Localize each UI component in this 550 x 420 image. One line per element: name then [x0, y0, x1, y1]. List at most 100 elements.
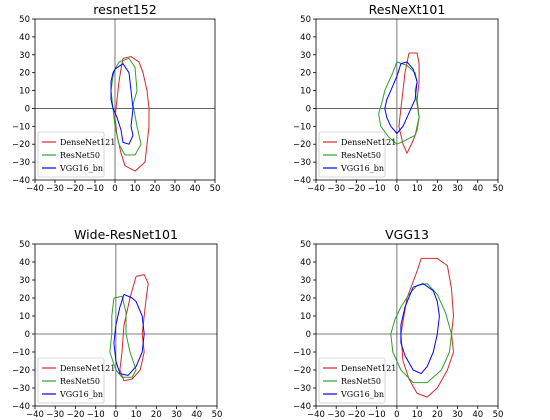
x-tick-label: 20 [432, 410, 443, 420]
y-tick-label: 10 [300, 312, 311, 322]
y-tick-label: −40 [293, 402, 311, 412]
chart-panel-3: VGG13−40 −30 −20 −10 0 10 20 30 40 50−40−30−20−10… [293, 227, 503, 420]
chart-panel-2: Wide-ResNet101−40 −30 −20 −10 0 10 20 30 40 50−40… [12, 227, 222, 420]
legend-label: VGG16_bn [59, 164, 103, 173]
series-line-ResNet50 [390, 283, 452, 384]
y-tick-label: −10 [12, 348, 30, 358]
x-tick-label: −40 [26, 184, 44, 194]
chart-title: VGG13 [385, 227, 429, 242]
legend-label: DenseNet121 [341, 364, 396, 373]
legend-box [37, 357, 105, 404]
legend-label: ResNet50 [60, 377, 100, 386]
x-tick-label: 50 [493, 410, 504, 420]
y-tick-label: 0 [306, 104, 311, 114]
series-line-VGG16_bn [110, 63, 134, 145]
y-tick-label: 20 [19, 69, 30, 79]
y-tick-label: −30 [293, 384, 311, 394]
x-tick-label: −40 [307, 184, 325, 194]
x-tick-label: −20 [347, 184, 365, 194]
x-tick-label: −40 [307, 410, 325, 420]
series-line-DenseNet121 [119, 274, 149, 382]
x-tick-label: 20 [432, 184, 443, 194]
x-tick-label: 0 [394, 410, 399, 420]
x-tick-label: 10 [130, 184, 141, 194]
chart-title: ResNeXt101 [369, 2, 446, 17]
y-tick-label: −20 [12, 140, 30, 150]
y-tick-label: 40 [300, 258, 311, 268]
legend: DenseNet121 ResNet50 VGG16_bn [318, 131, 396, 178]
series-line-VGG16_bn [400, 283, 440, 375]
y-tick-label: 30 [300, 276, 311, 286]
y-tick-label: 10 [300, 87, 311, 97]
legend-label: VGG16_bn [59, 390, 103, 399]
x-tick-label: −30 [46, 410, 64, 420]
y-tick-label: −20 [293, 140, 311, 150]
chart-title: Wide-ResNet101 [74, 227, 178, 242]
y-tick-label: 50 [300, 240, 311, 250]
y-tick-label: 0 [25, 104, 30, 114]
y-tick-label: 0 [306, 330, 311, 340]
series-line-DenseNet121 [398, 52, 420, 154]
y-tick-label: −20 [293, 366, 311, 376]
x-tick-label: −30 [327, 184, 345, 194]
x-tick-label: 20 [151, 410, 162, 420]
x-tick-label: 40 [472, 410, 483, 420]
x-tick-label: −10 [86, 184, 104, 194]
x-tick-label: −40 [26, 410, 44, 420]
y-tick-label: −30 [12, 384, 30, 394]
series-line-VGG16_bn [384, 61, 418, 134]
x-tick-label: 0 [112, 184, 117, 194]
x-tick-label: 30 [452, 184, 463, 194]
legend: DenseNet121 ResNet50 VGG16_bn [318, 357, 396, 404]
series-line-DenseNet121 [114, 56, 150, 172]
x-tick-label: 40 [191, 410, 202, 420]
x-tick-label: −20 [66, 184, 84, 194]
legend-box [37, 131, 105, 178]
x-tick-label: 10 [412, 184, 423, 194]
y-tick-label: 40 [19, 33, 30, 43]
legend-box [318, 357, 386, 404]
series-line-ResNet50 [110, 57, 142, 156]
y-tick-label: 10 [19, 312, 30, 322]
x-tick-label: −10 [368, 184, 386, 194]
legend-label: ResNet50 [341, 377, 381, 386]
legend-label: ResNet50 [341, 151, 381, 160]
legend: DenseNet121 ResNet50 VGG16_bn [37, 357, 115, 404]
y-tick-label: 50 [19, 15, 30, 25]
y-tick-label: −10 [12, 122, 30, 132]
x-tick-label: 50 [212, 410, 223, 420]
y-tick-label: −20 [12, 366, 30, 376]
axes-frame [34, 243, 218, 407]
x-tick-label: −20 [66, 410, 84, 420]
y-tick-label: −40 [12, 176, 30, 186]
legend-label: DenseNet121 [60, 138, 115, 147]
x-tick-label: −30 [327, 410, 345, 420]
x-tick-label: 20 [150, 184, 161, 194]
y-tick-label: −10 [293, 122, 311, 132]
chart-title: resnet152 [93, 2, 156, 17]
series-line-ResNet50 [109, 295, 137, 378]
x-tick-label: 50 [210, 184, 221, 194]
y-tick-label: −10 [293, 348, 311, 358]
x-tick-label: 40 [190, 184, 201, 194]
y-tick-label: 50 [300, 15, 311, 25]
chart-panel-1: ResNeXt101−40 −30 −20 −10 0 10 20 30 40 50−40−30−… [293, 2, 503, 194]
legend-label: DenseNet121 [341, 138, 396, 147]
y-tick-label: −40 [293, 176, 311, 186]
y-tick-label: 10 [19, 87, 30, 97]
x-tick-label: 30 [171, 410, 182, 420]
y-tick-label: −30 [12, 158, 30, 168]
x-tick-label: 10 [131, 410, 142, 420]
x-tick-label: 40 [472, 184, 483, 194]
x-tick-label: −10 [368, 410, 386, 420]
legend-label: ResNet50 [60, 151, 100, 160]
legend-box [318, 131, 386, 178]
legend-label: VGG16_bn [340, 164, 384, 173]
y-tick-label: 20 [19, 294, 30, 304]
legend-label: DenseNet121 [60, 364, 115, 373]
y-tick-label: 30 [300, 51, 311, 61]
x-tick-label: 0 [394, 184, 399, 194]
x-tick-label: 0 [113, 410, 118, 420]
y-tick-label: 20 [300, 294, 311, 304]
x-tick-label: 30 [170, 184, 181, 194]
